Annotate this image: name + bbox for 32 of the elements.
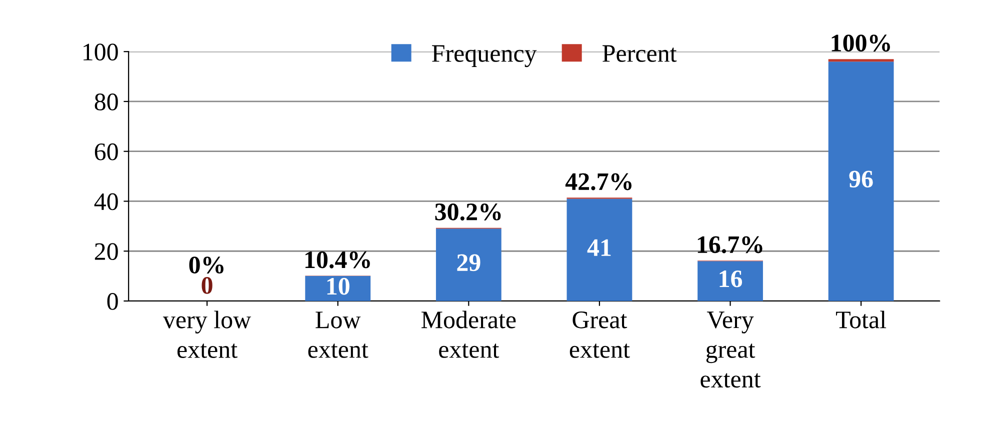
x-tick-label: Low extent [308,312,368,358]
bar [828,62,894,301]
data-label: 30.2% [435,203,501,220]
y-tick-label: 0 [107,293,118,310]
data-label: 16 [720,270,742,288]
data-label: 16.7% [698,236,762,254]
x-tick-label: Moderate extent [421,310,516,358]
y-tick-label: 40 [94,193,118,210]
legend-label: Percent [602,45,677,62]
bar [305,276,371,301]
bar [828,59,894,62]
bar [566,198,632,301]
x-tick-label: Very great extent [700,312,761,388]
x-tick-label: Total [836,310,886,328]
data-label: 29 [457,254,480,272]
data-label: 41 [587,239,611,256]
x-tick-label: Great extent [570,312,630,358]
data-label: 96 [849,170,873,188]
bar [436,228,502,301]
bar [698,261,763,301]
y-tick-label: 100 [84,44,118,61]
y-tick-label: 80 [94,94,118,110]
data-label: 10 [327,278,350,295]
y-tick-label: 20 [94,243,118,260]
data-label: 100% [832,34,890,52]
x-tick-label: very low extent [162,310,252,358]
data-label: 0% [189,256,224,274]
data-label: 42.7% [565,173,632,190]
data-label: 0 [202,277,212,294]
legend-label: Frequency [432,45,537,68]
data-label: 10.4% [305,251,370,268]
y-tick-label: 60 [94,143,118,160]
